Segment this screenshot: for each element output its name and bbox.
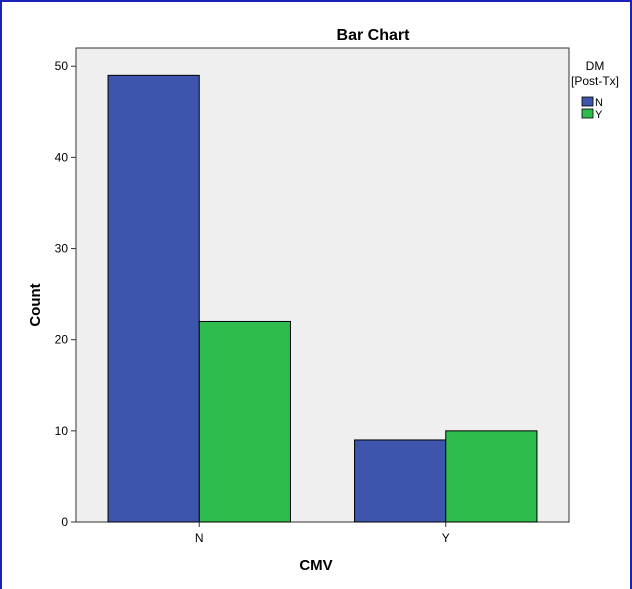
x-tick-label: N [195, 531, 204, 545]
legend-title-line-1: DM [586, 59, 605, 73]
frame-right-border [630, 0, 632, 589]
legend-label-n: N [595, 97, 603, 109]
bar-y-series-n [354, 439, 447, 523]
y-tick-label: 20 [55, 333, 69, 347]
y-tick-label: 50 [55, 59, 69, 73]
x-tick-label: Y [442, 531, 450, 545]
bar-n-series-n [107, 74, 200, 523]
chart-title: Bar Chart [337, 27, 411, 44]
bar-n-series-y [198, 320, 291, 523]
x-axis-label: CMV [299, 557, 332, 574]
frame-top-border [0, 0, 632, 2]
y-tick-label: 0 [61, 515, 68, 529]
y-tick-label: 40 [55, 150, 69, 164]
y-axis: 0 10 20 30 40 50 [55, 59, 76, 529]
legend: DM [Post-Tx] NY [571, 59, 619, 121]
frame-left-border [0, 0, 2, 589]
legend-title-line-2: [Post-Tx] [571, 74, 619, 88]
y-axis-label: Count [27, 283, 44, 326]
bars-group [107, 74, 538, 523]
legend-label-y: Y [595, 109, 603, 121]
legend-swatch-n [581, 96, 594, 107]
y-tick-label: 30 [55, 242, 69, 256]
legend-swatch-y [581, 108, 594, 119]
y-tick-label: 10 [55, 424, 69, 438]
bar-y-series-y [445, 430, 538, 523]
